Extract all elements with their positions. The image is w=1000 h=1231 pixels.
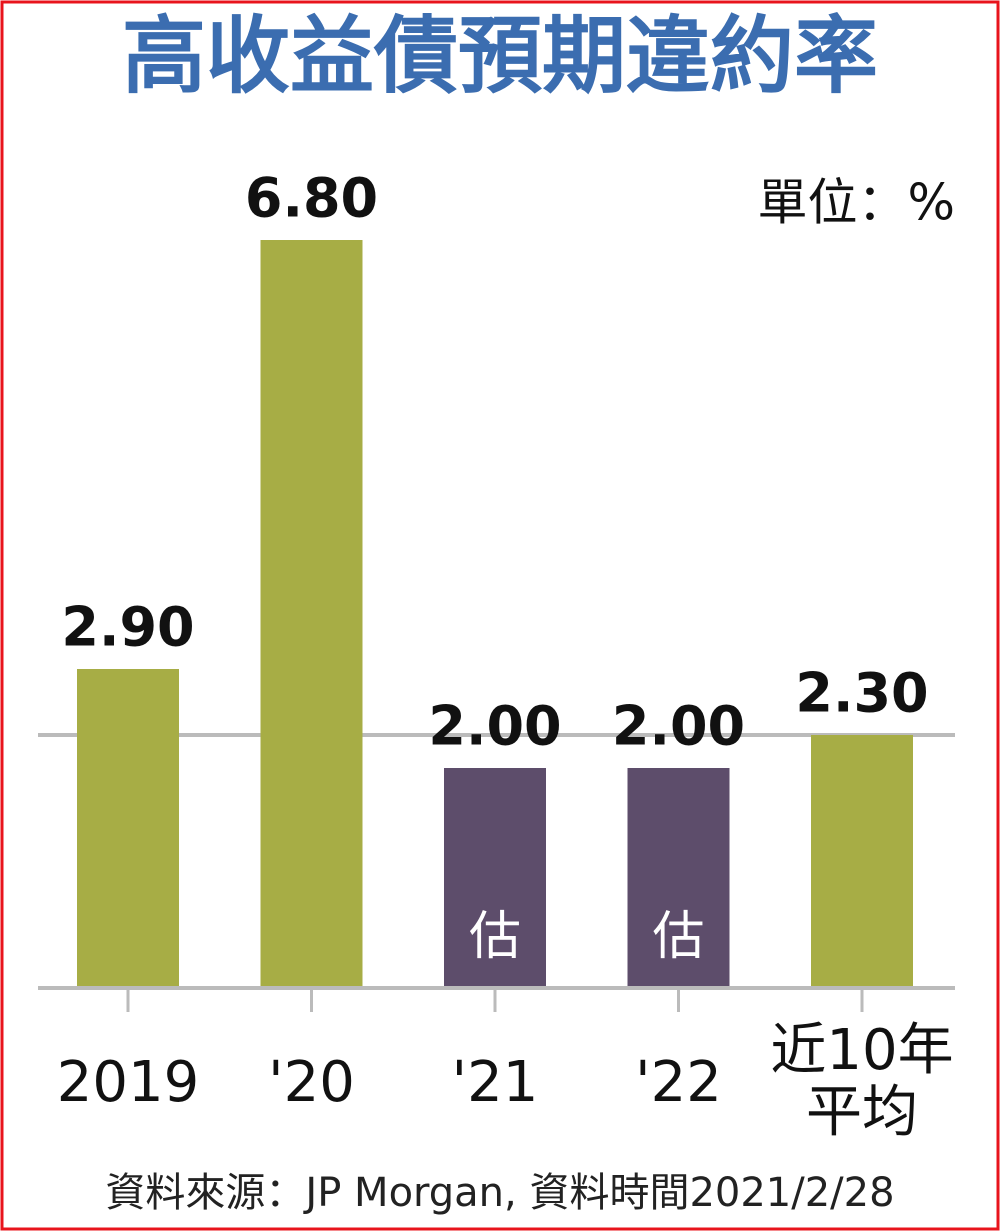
x-tick-label: 2019	[56, 1050, 200, 1115]
chart-title: 高收益債預期違約率	[122, 7, 878, 105]
x-tick-label: 近10年平均	[770, 1018, 954, 1145]
bar	[77, 669, 179, 988]
bar-note: 估	[652, 907, 704, 967]
unit-label: 單位：%	[757, 174, 955, 232]
x-tick-label: '20	[268, 1050, 355, 1115]
bar-note: 估	[469, 907, 521, 967]
bar	[811, 735, 913, 988]
value-label: 2.00	[612, 695, 745, 758]
bar	[260, 240, 363, 988]
value-label: 6.80	[245, 167, 378, 230]
bar	[444, 768, 546, 988]
value-label: 2.30	[795, 662, 928, 725]
value-label: 2.90	[61, 596, 194, 659]
bar	[627, 768, 730, 988]
source: 資料來源：JP Morgan, 資料時間2021/2/28	[105, 1170, 894, 1216]
x-tick-label: '21	[451, 1050, 539, 1115]
x-tick-label: '22	[635, 1050, 722, 1115]
value-label: 2.00	[428, 695, 561, 758]
